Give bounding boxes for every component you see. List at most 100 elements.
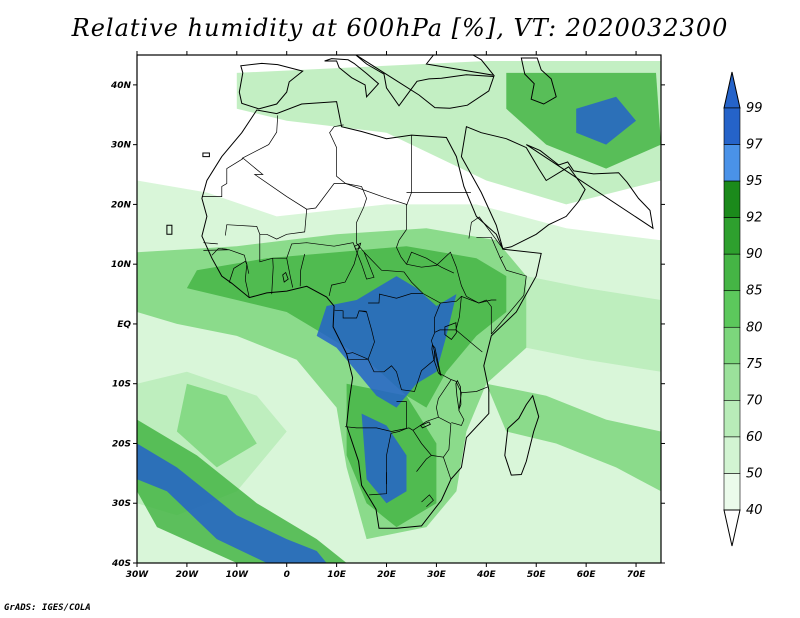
- lat-label: 40S: [111, 559, 131, 569]
- lon-label: 30E: [427, 570, 447, 580]
- coastline-madagascar: [504, 394, 540, 476]
- country-border: [500, 256, 504, 259]
- country-border: [201, 158, 244, 197]
- humidity-region-97: [316, 276, 457, 408]
- coastline-cape-verde: [166, 224, 173, 235]
- colorbar-label: 85: [746, 284, 763, 299]
- lake-kariba: [419, 421, 431, 429]
- colorbar-bin: [723, 144, 741, 182]
- lat-label: EQ: [117, 320, 131, 330]
- colorbar-label: 70: [746, 393, 763, 408]
- coastline-canaries: [202, 152, 210, 158]
- colorbar-top-arrow: [723, 71, 741, 109]
- coastline-iberia: [238, 62, 304, 110]
- country-border: [368, 293, 423, 304]
- lat-label: 30S: [112, 499, 131, 509]
- coastline-balkans-turkey: [355, 55, 495, 109]
- humidity-fill-layer: [137, 61, 661, 563]
- coastline-caspian: [520, 57, 557, 105]
- lat-label: 40N: [110, 81, 132, 91]
- colorbar-label: 40: [746, 503, 763, 518]
- country-border: [346, 310, 375, 360]
- country-border: [363, 251, 462, 304]
- country-border: [203, 249, 230, 251]
- lake-victoria: [444, 322, 457, 341]
- lon-label: 60E: [577, 570, 597, 580]
- lat-label: 30N: [111, 141, 132, 151]
- lon-label: 40E: [476, 570, 497, 580]
- country-border: [431, 329, 489, 394]
- country-border: [203, 242, 218, 245]
- country-border: [299, 253, 306, 287]
- coastline-persian-gulf-iran: [526, 144, 654, 230]
- coastline-arabia: [460, 126, 586, 250]
- colorbar-bin: [723, 326, 741, 365]
- colorbar-bin: [723, 217, 741, 255]
- country-border: [211, 248, 227, 256]
- lake-volta: [282, 271, 289, 283]
- country-border: [347, 350, 435, 392]
- country-border: [369, 472, 387, 496]
- country-border: [386, 401, 407, 485]
- map-frame: [136, 54, 662, 564]
- colorbar-label: 75: [746, 357, 763, 372]
- lon-label: 10W: [226, 570, 250, 580]
- country-border: [328, 243, 360, 296]
- lakes-layer: [282, 242, 462, 429]
- lon-label: 50E: [527, 570, 547, 580]
- colorbar-bin: [723, 107, 741, 145]
- country-border: [224, 209, 308, 240]
- colorbar-bin: [723, 363, 741, 401]
- lon-label: 20E: [377, 570, 397, 580]
- lon-label: 20W: [176, 570, 200, 580]
- country-border: [334, 309, 367, 319]
- country-border: [259, 183, 375, 280]
- country-border: [243, 124, 347, 210]
- colorbar-bin: [723, 436, 741, 474]
- humidity-region-75: [176, 383, 257, 468]
- country-border: [451, 392, 465, 426]
- country-border: [241, 115, 279, 159]
- lake-malawi: [455, 379, 462, 411]
- country-border: [476, 236, 527, 335]
- longitude-axis: 30W 20W 10W 0 10E 20E 30E 40E 50E 60E 70E: [126, 51, 646, 580]
- country-border: [412, 416, 452, 458]
- colorbar-label: 50: [746, 466, 763, 481]
- colorbar-label: 92: [746, 211, 763, 226]
- lon-label: 0: [284, 570, 290, 580]
- coastline-italy: [324, 58, 380, 98]
- colorbar-label: 80: [746, 320, 763, 335]
- humidity-region-97: [361, 413, 407, 504]
- colorbar-label: 90: [746, 247, 763, 262]
- lat-label: 10N: [111, 260, 132, 270]
- colorbar-bin: [723, 180, 741, 218]
- humidity-region-75: [486, 383, 661, 492]
- humidity-region-60: [526, 276, 661, 372]
- colorbar-bin: [723, 253, 741, 292]
- country-border: [345, 426, 414, 432]
- lat-label: 20N: [111, 200, 132, 210]
- colorbar-bin: [723, 473, 741, 511]
- colorbar: 99 97 95 92 90 85 80 75 70 60 50 40: [723, 71, 763, 547]
- country-border: [286, 258, 294, 288]
- country-border: [436, 379, 452, 418]
- colorbar-label: 97: [746, 138, 763, 153]
- colorbar-bin: [723, 290, 741, 328]
- lake-chad: [354, 242, 362, 250]
- lat-label: 10S: [112, 380, 131, 390]
- country-border: [406, 251, 455, 274]
- humidity-region-97: [576, 96, 636, 145]
- country-border: [468, 216, 504, 249]
- colorbar-bin: [723, 400, 741, 438]
- humidity-region-85: [137, 419, 347, 563]
- credit-text: GrADS: IGES/COLA: [4, 603, 91, 613]
- country-borders-layer: [201, 115, 527, 508]
- colorbar-label: 99: [746, 101, 763, 116]
- lat-label: 20S: [112, 439, 131, 449]
- latitude-axis: 40N 30N 20N 10N EQ 10S 20S 30S 40S: [110, 81, 665, 569]
- country-border: [345, 135, 412, 230]
- colorbar-label: 95: [746, 174, 763, 189]
- chart-title: Relative humidity at 600hPa [%], VT: 202…: [71, 14, 729, 42]
- lon-label: 70E: [627, 570, 647, 580]
- coastline-africa: [201, 101, 542, 529]
